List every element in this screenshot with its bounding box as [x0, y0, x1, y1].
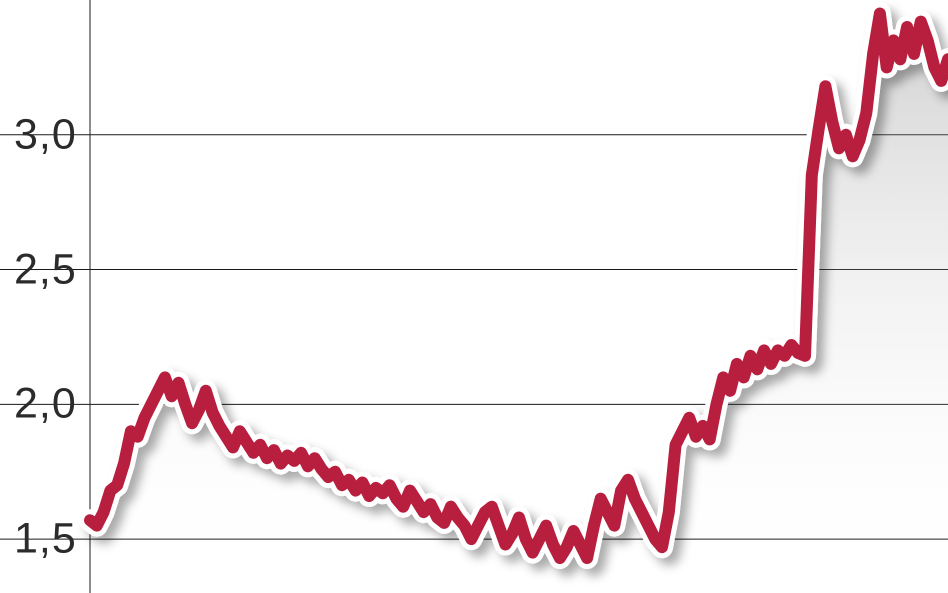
line-chart: 1,5 2,0 2,5 3,0	[0, 0, 948, 593]
y-tick-label: 2,0	[14, 380, 77, 429]
chart-canvas	[0, 0, 948, 593]
y-tick-label: 1,5	[14, 515, 77, 564]
y-tick-label: 3,0	[14, 110, 77, 159]
y-tick-label: 2,5	[14, 245, 77, 294]
